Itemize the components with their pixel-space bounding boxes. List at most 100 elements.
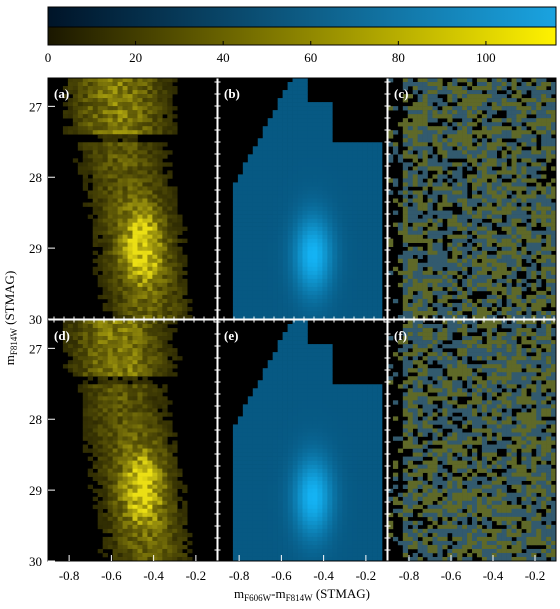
heatmap-cell	[302, 226, 308, 231]
heatmap-cell	[72, 336, 79, 341]
heatmap-cell	[97, 154, 103, 159]
heatmap-cell	[147, 500, 153, 506]
heatmap-cell	[417, 302, 423, 308]
heatmap-cell	[526, 274, 532, 280]
heatmap-cell	[467, 246, 473, 252]
heatmap-cell	[137, 178, 143, 183]
heatmap-cell	[437, 186, 443, 191]
heatmap-cell	[546, 90, 552, 95]
heatmap-cell	[292, 78, 298, 83]
heatmap-cell	[67, 336, 74, 341]
heatmap-cell	[262, 174, 269, 179]
heatmap-cell	[127, 420, 133, 425]
heatmap-cell	[506, 166, 512, 171]
heatmap-cell	[417, 310, 423, 316]
heatmap-cell	[102, 464, 108, 469]
heatmap-cell	[82, 360, 89, 365]
heatmap-cell	[462, 118, 468, 123]
heatmap-cell	[262, 162, 269, 167]
heatmap-cell	[127, 154, 133, 159]
heatmap-cell	[72, 122, 79, 127]
heatmap-cell	[526, 266, 532, 272]
heatmap-cell	[307, 130, 313, 135]
heatmap-cell	[452, 138, 458, 143]
heatmap-cell	[327, 118, 333, 123]
heatmap-cell	[377, 222, 383, 227]
heatmap-cell	[117, 214, 123, 219]
heatmap-cell	[167, 428, 173, 433]
heatmap-cell	[147, 448, 153, 453]
heatmap-cell	[427, 178, 433, 183]
heatmap-cell	[437, 110, 443, 115]
heatmap-cell	[132, 150, 138, 155]
heatmap-cell	[442, 270, 448, 276]
heatmap-cell	[452, 310, 458, 316]
heatmap-cell	[412, 190, 418, 195]
heatmap-cell	[297, 102, 303, 107]
heatmap-cell	[272, 282, 278, 288]
heatmap-cell	[486, 142, 493, 147]
heatmap-cell	[347, 166, 353, 171]
heatmap-cell	[422, 166, 428, 171]
heatmap-cell	[481, 142, 488, 147]
heatmap-cell	[526, 98, 532, 103]
heatmap-cell	[132, 336, 138, 341]
heatmap-cell	[237, 206, 244, 211]
heatmap-cell	[117, 250, 123, 256]
heatmap-cell	[496, 170, 502, 175]
heatmap-cell	[97, 166, 103, 171]
heatmap-cell	[72, 324, 79, 329]
heatmap-cell	[521, 234, 527, 239]
heatmap-cell	[312, 202, 318, 207]
heatmap-cell	[536, 154, 542, 159]
heatmap-cell	[297, 278, 303, 284]
heatmap-cell	[287, 142, 293, 147]
heatmap-cell	[122, 512, 128, 518]
panels: (a) (b) (c)(d) (e) (f)	[47, 77, 557, 562]
heatmap-cell	[546, 282, 552, 288]
heatmap-cell	[157, 324, 163, 329]
heatmap-cell	[162, 226, 168, 231]
heatmap-cell	[452, 250, 458, 256]
heatmap-cell	[147, 274, 153, 280]
heatmap-cell	[551, 206, 557, 211]
heatmap-cell	[237, 222, 244, 227]
heatmap-cell	[122, 118, 128, 123]
heatmap-cell	[102, 452, 108, 457]
heatmap-cell	[147, 412, 153, 417]
heatmap-cell	[322, 166, 328, 171]
heatmap-cell	[87, 432, 94, 437]
heatmap-cell	[137, 186, 143, 191]
heatmap-cell	[367, 174, 373, 179]
heatmap-cell	[97, 110, 103, 115]
heatmap-cell	[147, 190, 153, 195]
heatmap-cell	[302, 242, 308, 247]
heatmap-cell	[107, 456, 113, 461]
heatmap-cell	[486, 114, 493, 119]
heatmap-cell	[342, 274, 348, 280]
heatmap-cell	[157, 480, 163, 485]
heatmap-cell	[77, 324, 84, 329]
heatmap-cell	[152, 146, 158, 151]
heatmap-cell	[127, 348, 133, 353]
heatmap-cell	[367, 158, 373, 163]
heatmap-cell	[546, 118, 552, 123]
heatmap-cell	[82, 146, 89, 151]
heatmap-cell	[107, 234, 113, 239]
heatmap-cell	[302, 222, 308, 227]
heatmap-cell	[77, 162, 84, 167]
heatmap-cell	[531, 166, 537, 171]
heatmap-cell	[462, 302, 468, 308]
heatmap-cell	[162, 286, 168, 292]
heatmap-cell	[546, 294, 552, 300]
heatmap-cell	[452, 90, 458, 95]
heatmap-cells	[232, 78, 383, 320]
heatmap-cell	[147, 178, 153, 183]
heatmap-cell	[486, 242, 493, 247]
heatmap-cell	[322, 250, 328, 256]
heatmap-cell	[272, 186, 278, 191]
heatmap-cell	[257, 146, 264, 151]
heatmap-cell	[531, 282, 537, 288]
heatmap-cell	[132, 428, 138, 433]
heatmap-cell	[92, 114, 99, 119]
